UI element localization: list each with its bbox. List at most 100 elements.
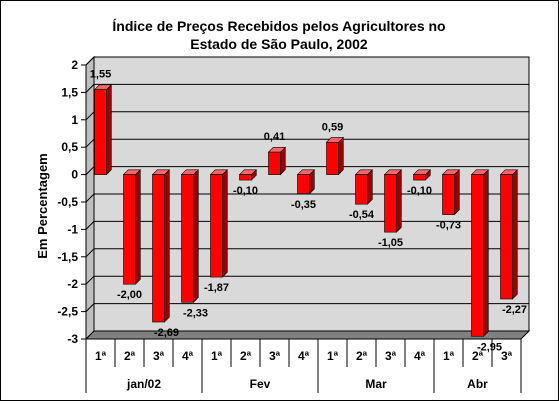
y-tick-label: -1	[67, 222, 78, 236]
gridline-side	[85, 275, 95, 285]
x-tick-label: 1ª	[443, 349, 455, 363]
bar-front	[210, 174, 223, 278]
x-tick-label: 4ª	[414, 349, 426, 363]
bar-front	[239, 174, 252, 181]
bar	[354, 169, 374, 205]
data-label: -2,95	[477, 341, 502, 353]
bar	[383, 169, 403, 233]
bar	[296, 169, 316, 195]
bar-side	[483, 169, 489, 337]
group-label: jan/02	[126, 377, 161, 391]
y-tick-label: -3	[67, 332, 78, 346]
chart-title-line2: Estado de São Paulo, 2002	[190, 36, 368, 52]
x-tick-label: 1ª	[327, 349, 339, 363]
y-tick-label: 1	[71, 113, 78, 127]
y-tick-label: -2,5	[57, 305, 78, 319]
bar	[180, 169, 200, 304]
axes: 2 1,5 1 0,5 0 -0,5 -1 -1,5 -2 -2,5 -3 1ª 2ª 3ª 4ª 1ª 2ª 3…	[57, 58, 522, 393]
data-labels: 1,55 -2,00 -2,69 -2,33 -1,87 -0,10 0,41 -0,35 0,…	[90, 69, 527, 354]
chart-title-line1: Índice de Preços Recebidos pelos Agricul…	[112, 18, 445, 34]
y-tick-label: -2	[67, 277, 78, 291]
group-label: Fev	[250, 377, 271, 391]
x-tick-label: 2ª	[124, 349, 136, 363]
x-tick-label: 2ª	[356, 349, 368, 363]
gridline-side	[85, 111, 95, 121]
y-tick-label: 0,5	[61, 140, 78, 154]
gridline-side	[85, 166, 95, 175]
y-tick-label: -1,5	[57, 250, 78, 264]
gridline-side	[85, 193, 95, 203]
bar-side	[135, 169, 141, 285]
data-label: -1,05	[378, 237, 403, 249]
data-label: -1,87	[204, 282, 229, 294]
x-tick-label: 4ª	[182, 349, 194, 363]
bar-side	[367, 169, 373, 205]
gridline-side	[85, 56, 95, 66]
bar	[325, 136, 345, 176]
bar-front	[268, 151, 281, 175]
bar	[267, 146, 287, 176]
x-tick-label: 1ª	[211, 349, 223, 363]
gridline-side	[85, 138, 95, 148]
bar-front	[355, 174, 368, 205]
bar-front	[152, 174, 165, 323]
bar-side	[512, 169, 518, 300]
x-tick-label: 1ª	[95, 349, 107, 363]
bar-side	[338, 136, 344, 176]
data-label: -0,54	[349, 209, 375, 221]
bar-front	[181, 174, 194, 303]
bar-front	[297, 174, 310, 195]
data-label: -2,69	[154, 327, 179, 339]
bar-front	[442, 174, 455, 215]
x-tick-label: 4ª	[298, 349, 310, 363]
bar-side	[396, 169, 402, 233]
floor	[84, 330, 531, 340]
data-label: 0,41	[264, 131, 285, 143]
x-tick-label: 3ª	[501, 349, 513, 363]
bar-side	[164, 169, 170, 323]
data-label: -2,27	[502, 304, 527, 316]
data-label: -0,73	[436, 220, 461, 232]
data-label: -2,33	[183, 307, 208, 319]
bar-front	[326, 141, 339, 175]
bar	[151, 169, 171, 323]
gridline-side	[85, 84, 95, 93]
gridline-side	[85, 221, 95, 230]
bar-side	[454, 169, 460, 216]
x-tick-label: 3ª	[153, 349, 165, 363]
bar-side	[106, 84, 112, 176]
bar-front	[123, 174, 136, 285]
y-tick-label: 0	[71, 168, 78, 182]
bar	[470, 169, 490, 337]
data-label: -0,35	[291, 199, 316, 211]
x-tick-label: 3ª	[385, 349, 397, 363]
data-label: -2,00	[117, 289, 142, 301]
bars	[93, 84, 519, 337]
data-label: 0,59	[322, 121, 343, 133]
bar	[122, 169, 142, 285]
y-axis-label: Em Percentagem	[35, 153, 50, 259]
bar-side	[222, 169, 228, 278]
data-label: -0,10	[233, 185, 258, 197]
y-tick-label: 1,5	[61, 85, 78, 99]
x-tick-label: 2ª	[240, 349, 252, 363]
group-label: Abr	[467, 377, 488, 391]
data-label: -0,10	[407, 185, 432, 197]
bar	[209, 169, 229, 278]
bar-side	[193, 169, 199, 304]
y-tick-label: 2	[71, 58, 78, 72]
bar	[412, 169, 432, 181]
bar	[93, 84, 113, 176]
bar	[238, 169, 258, 181]
y-tick-label: -0,5	[57, 195, 78, 209]
x-tick-label: 2ª	[472, 349, 484, 363]
data-label: 1,55	[90, 69, 111, 81]
group-label: Mar	[365, 377, 387, 391]
bar-front	[500, 174, 513, 300]
x-tick-label: 3ª	[269, 349, 281, 363]
bar	[499, 169, 519, 300]
bar-front	[413, 174, 426, 181]
bar	[441, 169, 461, 216]
